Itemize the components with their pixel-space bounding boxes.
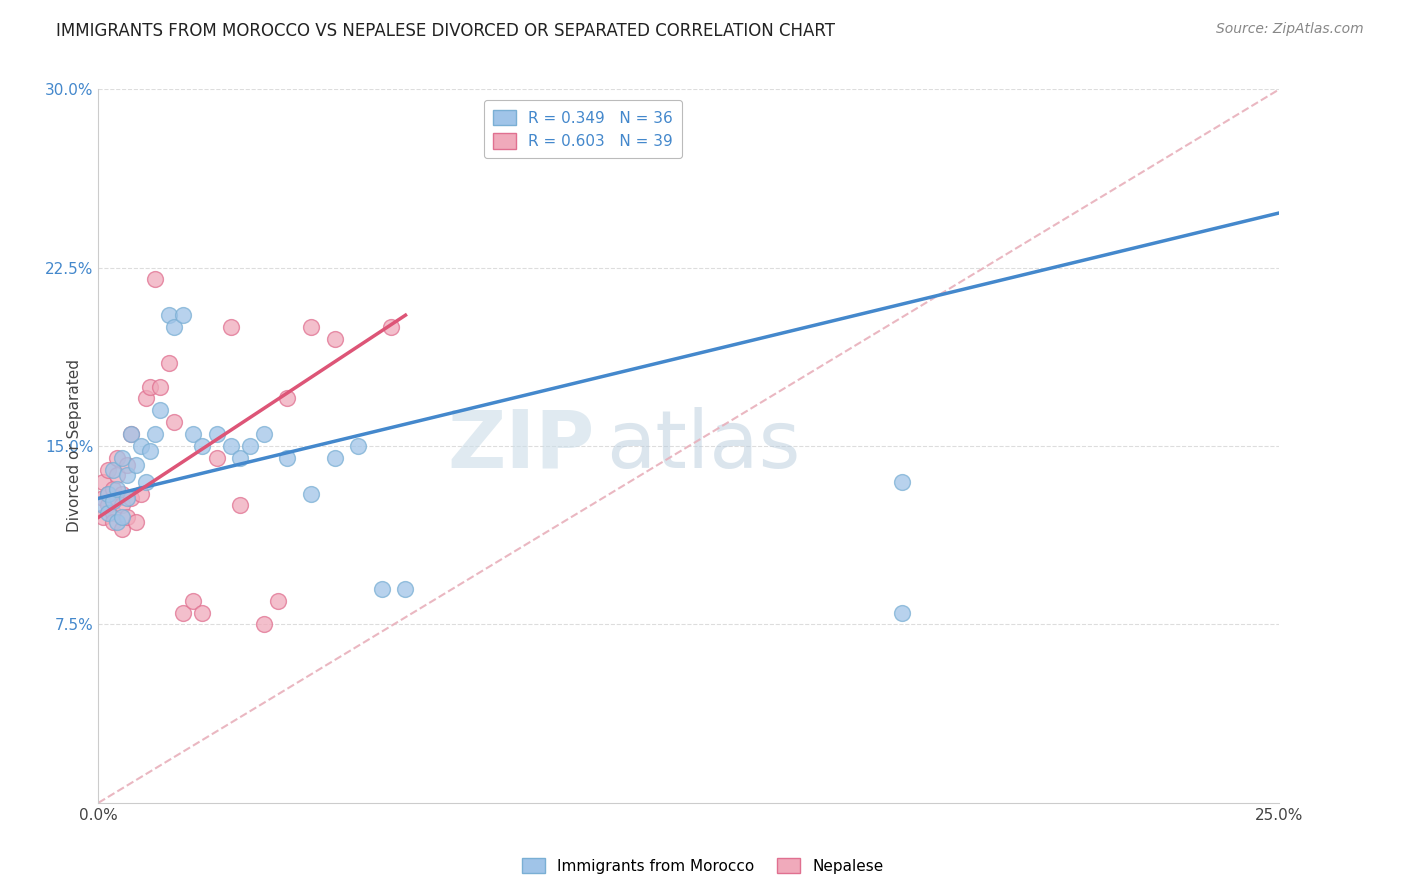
- Point: [111, 450, 134, 465]
- Point: [205, 450, 228, 465]
- Point: [139, 379, 162, 393]
- Point: [115, 458, 138, 472]
- Point: [125, 458, 148, 472]
- Point: [163, 320, 186, 334]
- Point: [205, 427, 228, 442]
- Point: [172, 308, 194, 322]
- Point: [181, 593, 204, 607]
- Point: [121, 491, 143, 506]
- Point: [105, 515, 128, 529]
- Point: [101, 493, 124, 508]
- Point: [121, 427, 143, 442]
- Point: [371, 582, 394, 596]
- Point: [111, 499, 134, 513]
- Point: [157, 308, 180, 322]
- Point: [115, 510, 138, 524]
- Point: [139, 443, 162, 458]
- Point: [394, 582, 416, 596]
- Legend: R = 0.349   N = 36, R = 0.603   N = 39: R = 0.349 N = 36, R = 0.603 N = 39: [484, 101, 682, 159]
- Point: [229, 499, 252, 513]
- Y-axis label: Divorced or Separated: Divorced or Separated: [66, 359, 82, 533]
- Point: [191, 439, 214, 453]
- Text: ZIP: ZIP: [447, 407, 595, 485]
- Point: [97, 506, 120, 520]
- Point: [101, 515, 124, 529]
- Point: [105, 467, 128, 482]
- Point: [91, 499, 114, 513]
- Point: [97, 463, 120, 477]
- Point: [97, 486, 120, 500]
- Text: Source: ZipAtlas.com: Source: ZipAtlas.com: [1216, 22, 1364, 37]
- Point: [111, 510, 134, 524]
- Point: [135, 392, 157, 406]
- Point: [229, 450, 252, 465]
- Point: [347, 439, 370, 453]
- Point: [97, 499, 120, 513]
- Point: [101, 482, 124, 496]
- Text: IMMIGRANTS FROM MOROCCO VS NEPALESE DIVORCED OR SEPARATED CORRELATION CHART: IMMIGRANTS FROM MOROCCO VS NEPALESE DIVO…: [56, 22, 835, 40]
- Point: [91, 510, 114, 524]
- Point: [380, 320, 402, 334]
- Point: [105, 491, 128, 506]
- Point: [181, 427, 204, 442]
- Point: [129, 486, 152, 500]
- Point: [253, 427, 276, 442]
- Point: [890, 475, 912, 489]
- Point: [101, 463, 124, 477]
- Point: [163, 415, 186, 429]
- Point: [125, 515, 148, 529]
- Point: [890, 606, 912, 620]
- Point: [191, 606, 214, 620]
- Point: [91, 491, 114, 506]
- Point: [172, 606, 194, 620]
- Point: [115, 491, 138, 506]
- Point: [239, 439, 262, 453]
- Point: [135, 475, 157, 489]
- Point: [121, 427, 143, 442]
- Point: [253, 617, 276, 632]
- Point: [323, 450, 346, 465]
- Point: [157, 356, 180, 370]
- Legend: Immigrants from Morocco, Nepalese: Immigrants from Morocco, Nepalese: [516, 852, 890, 880]
- Point: [276, 450, 298, 465]
- Point: [115, 467, 138, 482]
- Point: [149, 379, 172, 393]
- Point: [101, 506, 124, 520]
- Point: [143, 427, 166, 442]
- Point: [111, 486, 134, 500]
- Point: [97, 486, 120, 500]
- Point: [323, 332, 346, 346]
- Point: [143, 272, 166, 286]
- Point: [219, 320, 242, 334]
- Point: [299, 486, 322, 500]
- Text: atlas: atlas: [606, 407, 800, 485]
- Point: [129, 439, 152, 453]
- Point: [267, 593, 290, 607]
- Point: [276, 392, 298, 406]
- Point: [149, 403, 172, 417]
- Point: [105, 450, 128, 465]
- Point: [219, 439, 242, 453]
- Point: [91, 475, 114, 489]
- Point: [111, 522, 134, 536]
- Point: [299, 320, 322, 334]
- Point: [105, 482, 128, 496]
